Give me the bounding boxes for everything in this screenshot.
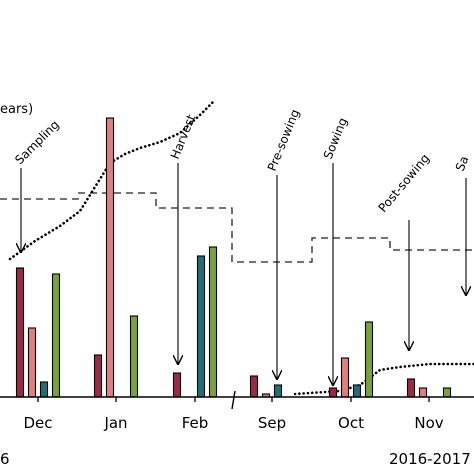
bar-jan-1	[105, 117, 115, 398]
bar-jan-0	[93, 354, 103, 398]
bar-sep-2	[273, 384, 283, 398]
season-label-right: 2016-2017	[389, 450, 471, 468]
x-tick-label-feb: Feb	[182, 414, 209, 432]
dotted-curve-1	[8, 98, 217, 261]
x-tick-label-sep: Sep	[258, 414, 286, 432]
x-tick-label-nov: Nov	[414, 414, 443, 432]
annotation-sa: Sa	[453, 154, 472, 173]
bar-sep-0	[249, 375, 259, 398]
bar-oct-0	[328, 387, 338, 398]
legend-fragment: ears)	[0, 102, 33, 117]
dashed-step-line	[0, 192, 474, 263]
x-tick-label-jan: Jan	[103, 414, 127, 432]
bar-dec-3	[51, 273, 61, 398]
bar-nov-1	[418, 387, 428, 398]
x-tick-labels: Dec Jan Feb Sep Oct Nov	[23, 414, 443, 432]
bar-dec-1	[27, 327, 37, 398]
bar-jan-3	[129, 315, 139, 398]
x-axis	[0, 390, 474, 410]
annotation-sowing: Sowing	[321, 116, 350, 161]
annotation-post-sowing: Post-sowing	[376, 151, 433, 215]
bar-nov-0	[406, 378, 416, 398]
bar-nov-3	[442, 387, 452, 398]
bar-dec-0	[15, 267, 25, 398]
bar-dec-2	[39, 381, 49, 398]
x-tick-label-dec: Dec	[23, 414, 52, 432]
bar-oct-2	[352, 384, 362, 398]
annotation-pre-sowing: Pre-sowing	[265, 107, 302, 173]
event-annotations: Sampling Harvest Pre-sowing SowingPost-sowi…	[12, 107, 471, 385]
bar-oct-3	[364, 321, 374, 398]
bar-feb-2	[196, 255, 206, 398]
bar-feb-0	[172, 372, 182, 398]
dotted-curves	[8, 98, 474, 396]
x-tick-label-oct: Oct	[338, 414, 364, 432]
season-break-mark	[231, 390, 236, 410]
dotted-curve-2	[293, 362, 474, 396]
bar-oct-1	[340, 357, 350, 398]
bar-group	[15, 117, 452, 398]
season-label-left: 6	[0, 450, 10, 468]
bar-feb-3	[208, 246, 218, 398]
annotation-sampling: Sampling	[12, 118, 62, 168]
dashed-step-path	[0, 192, 474, 263]
